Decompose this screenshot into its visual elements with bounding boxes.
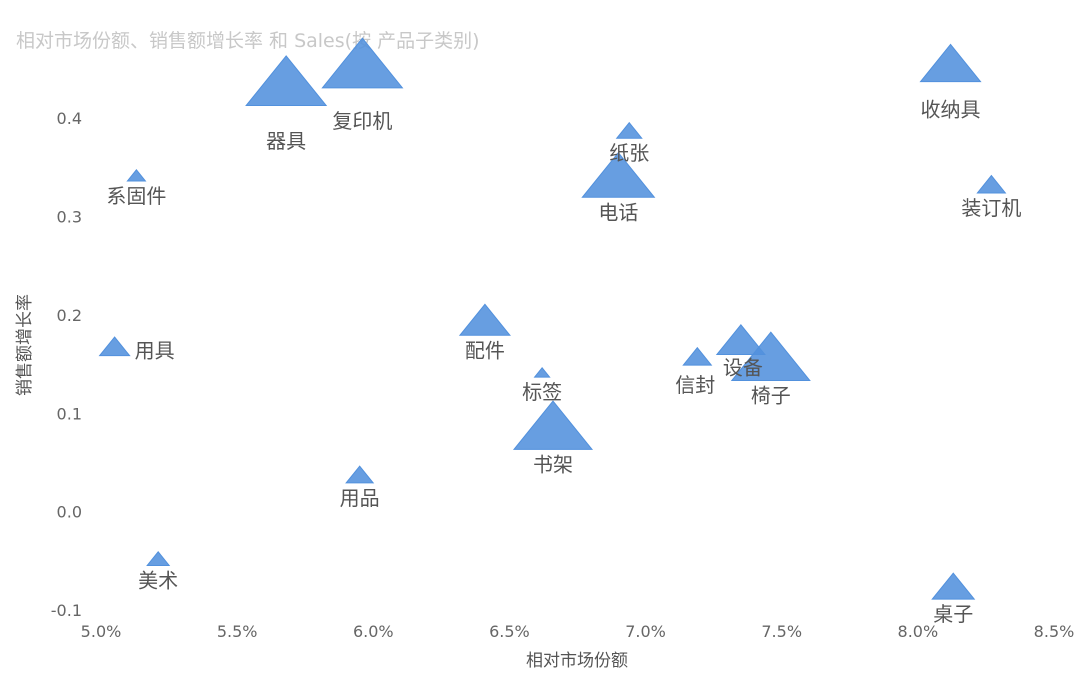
x-axis-ticks: 5.0% 5.5% 6.0% 6.5% 7.0% 7.5% 8.0% 8.5% (81, 622, 1075, 641)
data-point-label: 信封 (675, 373, 715, 397)
data-point-label: 设备 (723, 355, 763, 379)
data-point-marker (321, 37, 404, 89)
x-tick-label: 7.5% (761, 622, 802, 641)
data-point-marker (458, 303, 511, 336)
data-point-marker (533, 366, 551, 378)
data-point-label: 装订机 (961, 196, 1021, 220)
data-point-marker (345, 465, 375, 484)
data-point-marker (98, 336, 131, 357)
x-tick-label: 6.0% (353, 622, 394, 641)
data-point-label: 复印机 (332, 109, 392, 133)
y-tick-label: 0.3 (57, 208, 82, 227)
data-point-marker (730, 331, 811, 382)
data-point-label: 椅子 (751, 384, 791, 408)
data-point-label: 收纳具 (921, 97, 981, 121)
data-markers (98, 37, 1007, 600)
y-tick-label: 0.0 (57, 503, 82, 522)
x-tick-label: 8.5% (1034, 622, 1075, 641)
data-point-label: 配件 (465, 338, 505, 362)
data-point-marker (245, 55, 328, 107)
data-point-label: 用具 (135, 338, 175, 362)
data-point-marker (931, 572, 976, 600)
y-tick-label: -0.1 (51, 601, 82, 620)
y-tick-label: 0.4 (57, 109, 82, 128)
x-tick-label: 6.5% (489, 622, 530, 641)
y-axis-ticks: -0.1 0.0 0.1 0.2 0.3 0.4 (51, 109, 82, 620)
data-point-label: 用品 (340, 486, 380, 510)
data-point-marker (615, 121, 643, 139)
data-point-marker (976, 174, 1007, 194)
x-tick-label: 5.0% (81, 622, 122, 641)
data-point-marker (126, 169, 147, 182)
y-axis-title: 销售额增长率 (15, 294, 35, 396)
data-point-marker (581, 151, 656, 198)
data-point-label: 电话 (598, 200, 638, 224)
y-tick-label: 0.1 (57, 404, 82, 423)
data-point-label: 书架 (533, 452, 573, 476)
x-tick-label: 5.5% (217, 622, 258, 641)
data-point-marker (146, 551, 171, 566)
data-point-marker (682, 346, 713, 366)
data-point-label: 美术 (138, 568, 178, 592)
data-point-label: 纸张 (609, 141, 649, 165)
data-point-label: 器具 (266, 129, 306, 153)
data-point-label: 系固件 (106, 184, 166, 208)
data-point-marker (512, 400, 594, 450)
data-point-marker (919, 43, 982, 83)
x-axis-title: 相对市场份额 (526, 651, 628, 671)
y-tick-label: 0.2 (57, 306, 82, 325)
data-point-label: 标签 (522, 380, 562, 404)
x-tick-label: 8.0% (898, 622, 939, 641)
x-tick-label: 7.0% (625, 622, 666, 641)
data-point-marker (715, 323, 766, 356)
data-point-label: 桌子 (933, 602, 973, 626)
